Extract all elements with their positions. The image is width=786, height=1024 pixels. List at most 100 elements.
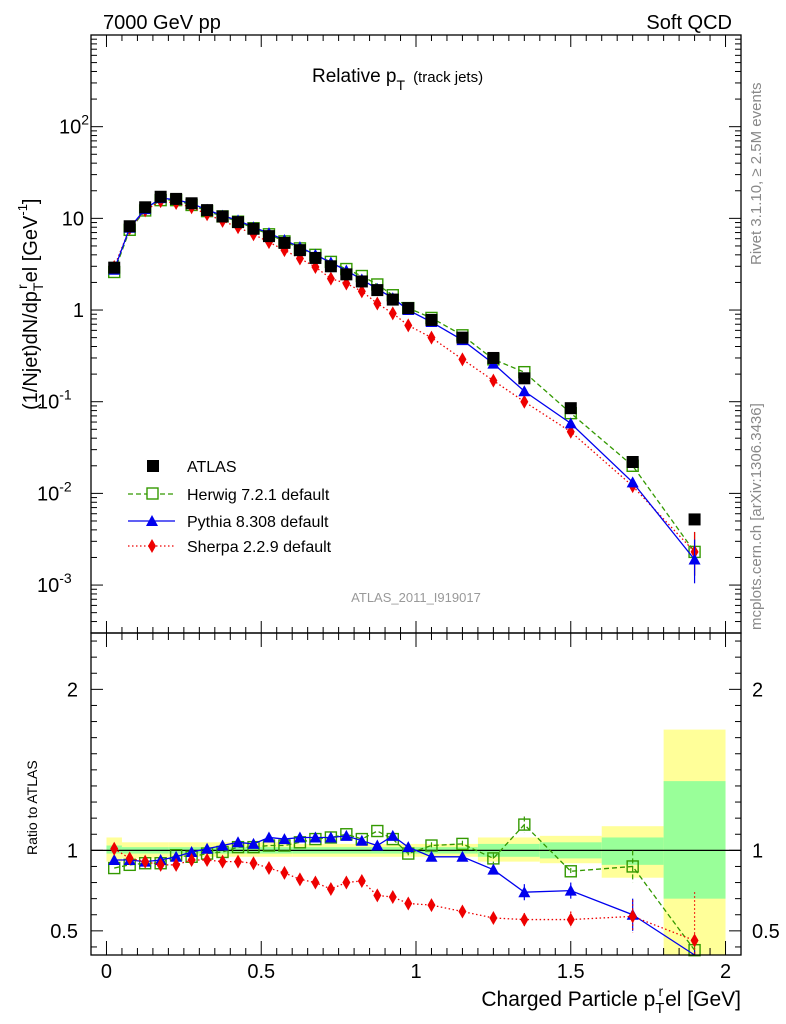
ratio-point-sherpa	[628, 909, 637, 924]
ratio-point-sherpa	[458, 904, 467, 919]
ratio-point-pythia	[278, 833, 291, 845]
main-y-tick-label: 10-1	[37, 387, 72, 414]
legend-marker-herwig	[146, 487, 159, 500]
main-point-pythia	[518, 385, 531, 397]
ratio-point-sherpa	[373, 888, 382, 903]
main-point-data	[309, 251, 322, 264]
ratio-point-pythia	[201, 842, 214, 854]
main-point-pythia	[564, 417, 577, 429]
ratio-point-sherpa	[427, 898, 436, 913]
main-point-data	[626, 455, 639, 468]
main-point-data	[340, 268, 353, 281]
main-point-sherpa	[489, 373, 498, 388]
legend-label-atlas: ATLAS	[187, 459, 237, 476]
ratio-point-sherpa	[110, 841, 119, 856]
main-point-sherpa	[295, 251, 304, 266]
ratio-point-pythia	[309, 831, 322, 843]
main-point-data	[688, 513, 701, 526]
main-y-axis-label: (1/Njet)dN/dpTrel [GeV-1]	[14, 199, 46, 410]
main-point-data	[518, 372, 531, 385]
ratio-point-pythia	[425, 850, 438, 862]
main-point-pythia	[626, 476, 639, 488]
analysis-id-label: ATLAS_2011_I919017	[351, 590, 481, 605]
legend-entry-herwig: Herwig 7.2.1 default	[128, 487, 330, 504]
main-line-pythia	[113, 197, 696, 560]
main-point-data	[487, 351, 500, 364]
main-point-data	[278, 236, 291, 249]
ratio-tick-labels: 0 0.5 1 1.5 2 0.5 0.5 1 1 2 2	[50, 679, 780, 983]
mcplots-source-label: mcplots.cern.ch [arXiv:1306.3436]	[748, 403, 765, 630]
ratio-point-pythia	[170, 850, 183, 862]
main-y-tick-label: 1	[73, 300, 84, 322]
ratio-y-tick-label-left: 1	[67, 840, 78, 862]
main-y-tick-label: 10-3	[37, 570, 72, 597]
main-point-data	[425, 313, 438, 326]
ratio-point-sherpa	[326, 881, 335, 896]
ratio-plot-panel: 0 0.5 1 1.5 2 0.5 0.5 1 1 2 2	[50, 632, 780, 983]
main-point-data	[386, 293, 399, 306]
main-point-data	[324, 260, 337, 273]
ratio-point-sherpa	[172, 857, 181, 872]
legend-marker-sherpa	[148, 539, 156, 553]
ratio-x-tick-label: 2	[720, 961, 731, 983]
main-y-tick-label: 102	[59, 112, 89, 139]
ratio-point-pythia	[564, 884, 577, 896]
ratio-y-tick-label-right: 0.5	[752, 921, 780, 943]
ratio-point-sherpa	[690, 933, 699, 948]
legend-entry-atlas: ATLAS	[147, 459, 237, 476]
header-process-label: Soft QCD	[646, 12, 732, 34]
rivet-version-label: Rivet 3.1.10, ≥ 2.5M events	[748, 83, 765, 266]
ratio-plot-series	[108, 816, 701, 957]
legend-label-herwig: Herwig 7.2.1 default	[187, 487, 330, 504]
ratio-band-inner	[663, 781, 726, 899]
main-point-data	[355, 275, 368, 288]
main-line-herwig	[113, 199, 696, 553]
ratio-point-pythia	[456, 850, 469, 862]
legend-entry-sherpa: Sherpa 2.2.9 default	[128, 539, 332, 556]
ratio-point-pythia	[262, 831, 275, 843]
legend-entry-pythia: Pythia 8.308 default	[128, 514, 329, 531]
ratio-point-herwig	[456, 837, 469, 851]
ratio-point-sherpa	[280, 865, 289, 880]
main-point-data	[564, 402, 577, 415]
main-point-data	[201, 204, 214, 217]
ratio-point-pythia	[247, 837, 260, 849]
ratio-plot-ticks	[91, 633, 741, 955]
ratio-point-pythia	[355, 834, 368, 846]
ratio-y-tick-label-right: 2	[752, 679, 763, 701]
main-y-tick-label: 10	[62, 208, 84, 230]
main-series-data	[108, 190, 701, 526]
ratio-point-sherpa	[187, 853, 196, 868]
main-point-sherpa	[388, 306, 397, 321]
ratio-series-sherpa	[110, 841, 699, 955]
ratio-point-sherpa	[264, 861, 273, 876]
main-point-sherpa	[520, 394, 529, 409]
main-point-data	[247, 222, 260, 235]
main-point-data	[262, 230, 275, 243]
ratio-point-pythia	[293, 831, 306, 843]
main-point-data	[402, 302, 415, 315]
ratio-point-sherpa	[141, 854, 150, 869]
ratio-point-herwig	[518, 818, 531, 831]
ratio-point-sherpa	[249, 856, 258, 871]
ratio-point-sherpa	[234, 854, 243, 869]
ratio-point-herwig	[371, 824, 384, 838]
main-point-data	[154, 190, 167, 203]
ratio-y-tick-label-right: 1	[752, 840, 763, 862]
ratio-point-pythia	[402, 841, 415, 853]
ratio-point-sherpa	[156, 857, 165, 872]
ratio-point-pythia	[324, 831, 337, 843]
ratio-point-sherpa	[357, 873, 366, 888]
main-plot-panel: 10-3 10-2 10-1 1 10 102	[37, 34, 742, 634]
ratio-point-sherpa	[218, 854, 227, 869]
main-point-data	[185, 197, 198, 210]
ratio-point-herwig	[626, 860, 639, 873]
ratio-point-pythia	[185, 845, 198, 857]
ratio-point-sherpa	[295, 872, 304, 887]
main-point-sherpa	[326, 271, 335, 286]
main-point-data	[123, 220, 136, 233]
main-point-sherpa	[357, 284, 366, 299]
ratio-x-tick-label: 1	[410, 961, 421, 983]
main-point-data	[216, 210, 229, 223]
ratio-point-sherpa	[125, 851, 134, 866]
